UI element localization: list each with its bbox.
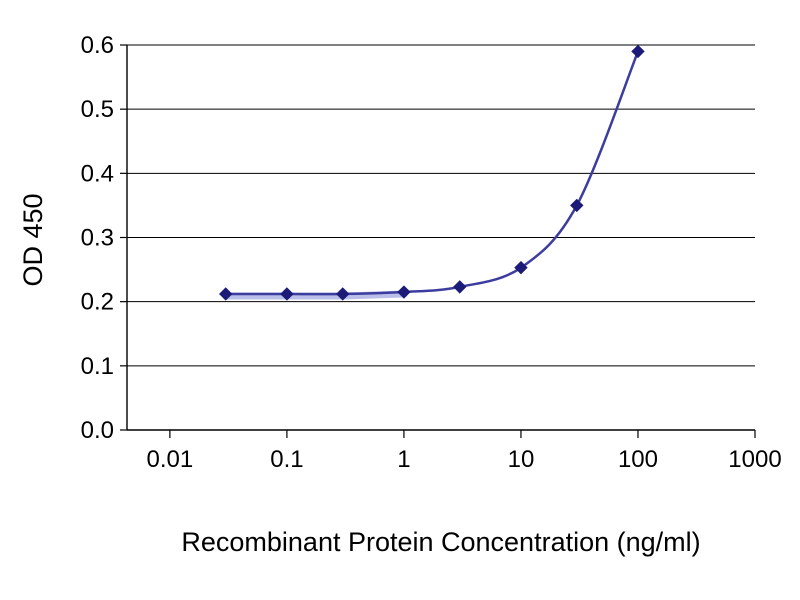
y-tick-label: 0.0 bbox=[81, 417, 114, 444]
y-tick-label: 0.5 bbox=[81, 96, 114, 123]
x-tick-label: 1000 bbox=[728, 446, 781, 473]
x-tick-label: 100 bbox=[618, 446, 658, 473]
x-tick-label: 0.1 bbox=[270, 446, 303, 473]
tick-marks bbox=[120, 44, 756, 438]
y-tick-label: 0.6 bbox=[81, 32, 114, 59]
x-axis-title: Recombinant Protein Concentration (ng/ml… bbox=[181, 527, 700, 557]
data-point-marker bbox=[514, 260, 528, 275]
data-point-marker bbox=[219, 287, 233, 301]
x-tick-label: 10 bbox=[508, 446, 535, 473]
data-point-marker bbox=[570, 198, 584, 213]
data-point-marker bbox=[397, 285, 411, 299]
data-point-marker bbox=[336, 287, 350, 301]
y-tick-label: 0.1 bbox=[81, 353, 114, 380]
flat-region-band bbox=[222, 290, 408, 300]
tick-labels: 0.0 0.1 0.2 0.3 0.4 0.5 0.6 0.01 0.1 1 10 100 1000 bbox=[81, 32, 782, 473]
data-point-marker bbox=[631, 44, 645, 59]
standard-curve-line bbox=[225, 50, 640, 296]
gridlines bbox=[127, 44, 755, 431]
data-point-marker bbox=[280, 287, 294, 301]
data-point-marker bbox=[453, 280, 467, 294]
y-tick-label: 0.4 bbox=[81, 160, 114, 187]
data-series bbox=[219, 44, 645, 301]
x-tick-label: 0.01 bbox=[147, 446, 194, 473]
y-tick-label: 0.2 bbox=[81, 289, 114, 316]
x-tick-label: 1 bbox=[397, 446, 410, 473]
y-axis-title: OD 450 bbox=[18, 193, 48, 286]
y-tick-label: 0.3 bbox=[81, 225, 114, 252]
